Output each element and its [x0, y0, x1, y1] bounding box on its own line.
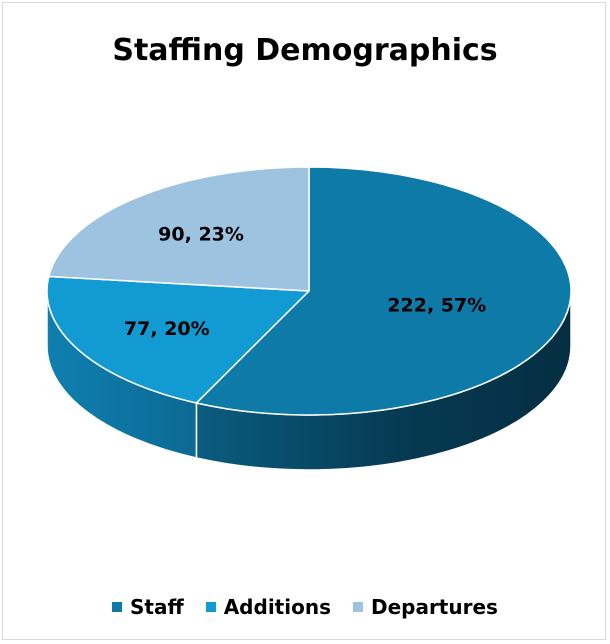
legend-item-additions: Additions — [205, 595, 331, 619]
legend-label-staff: Staff — [130, 595, 184, 619]
legend-label-additions: Additions — [223, 595, 331, 619]
pie-labels: 222, 57% 77, 20% 90, 23% — [124, 224, 486, 341]
legend-label-departures: Departures — [370, 595, 498, 619]
slice-label-departures: 90, 23% — [158, 224, 244, 246]
legend: Staff Additions Departures — [3, 595, 607, 619]
legend-swatch-additions — [205, 602, 216, 612]
legend-item-departures: Departures — [352, 595, 498, 619]
pie-slice-departures — [48, 166, 310, 292]
slice-label-additions: 77, 20% — [124, 318, 210, 340]
chart-title: Staffing Demographics — [112, 33, 498, 68]
pie-slice-staff — [195, 166, 572, 416]
pie-slice-additions — [46, 275, 310, 404]
pie-tops — [46, 166, 572, 416]
legend-item-staff: Staff — [112, 595, 184, 619]
legend-swatch-departures — [352, 602, 363, 612]
slice-label-staff: 222, 57% — [387, 295, 486, 317]
pie-chart: 222, 57% 77, 20% 90, 23% — [46, 166, 572, 471]
legend-swatch-staff — [112, 602, 123, 612]
